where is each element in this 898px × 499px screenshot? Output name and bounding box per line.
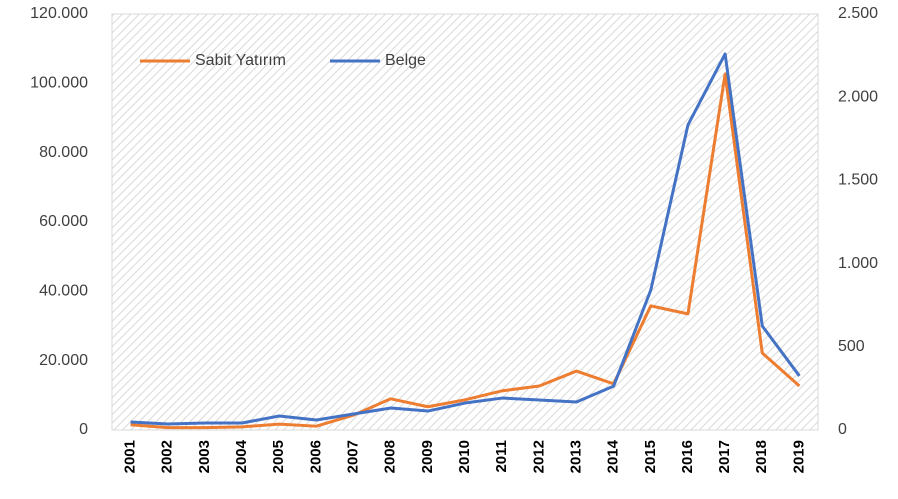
x-tick-label: 2008 (382, 440, 399, 473)
x-tick-label: 2009 (419, 440, 436, 473)
y-tick-label: 60.000 (39, 213, 88, 230)
y2-tick-label: 1.000 (838, 255, 878, 272)
x-tick-label: 2003 (196, 440, 213, 473)
plot-area (111, 13, 819, 431)
x-tick-label: 2017 (716, 440, 733, 473)
y-tick-label: 120.000 (30, 5, 88, 22)
x-tick-label: 2007 (344, 440, 361, 473)
y-tick-label: 80.000 (39, 144, 88, 161)
x-tick-label: 2014 (605, 439, 622, 473)
x-tick-label: 2012 (530, 440, 547, 473)
y2-tick-label: 1.500 (838, 172, 878, 189)
legend-label: Sabit Yatırım (195, 52, 286, 69)
x-tick-label: 2004 (233, 439, 250, 473)
x-tick-label: 2019 (790, 440, 807, 473)
y-tick-label: 20.000 (39, 352, 88, 369)
x-tick-label: 2006 (307, 440, 324, 473)
y2-tick-label: 2.000 (838, 88, 878, 105)
y2-tick-label: 2.500 (838, 5, 878, 22)
x-tick-label: 2001 (122, 440, 139, 473)
y-tick-label: 100.000 (30, 75, 88, 92)
x-tick-label: 2005 (270, 440, 287, 473)
y2-tick-label: 500 (838, 338, 865, 355)
y-tick-label: 0 (79, 421, 88, 438)
series-line (130, 52, 801, 426)
series-line (130, 72, 801, 430)
x-tick-label: 2011 (493, 440, 510, 473)
x-tick-label: 2010 (456, 440, 473, 473)
x-tick-label: 2002 (159, 440, 176, 473)
x-tick-label: 2018 (753, 440, 770, 473)
y-tick-label: 40.000 (39, 283, 88, 300)
x-tick-label: 2013 (567, 440, 584, 473)
x-tick-label: 2015 (642, 440, 659, 473)
x-tick-label: 2016 (679, 440, 696, 473)
y2-tick-label: 0 (838, 421, 847, 438)
legend-label: Belge (385, 52, 426, 69)
